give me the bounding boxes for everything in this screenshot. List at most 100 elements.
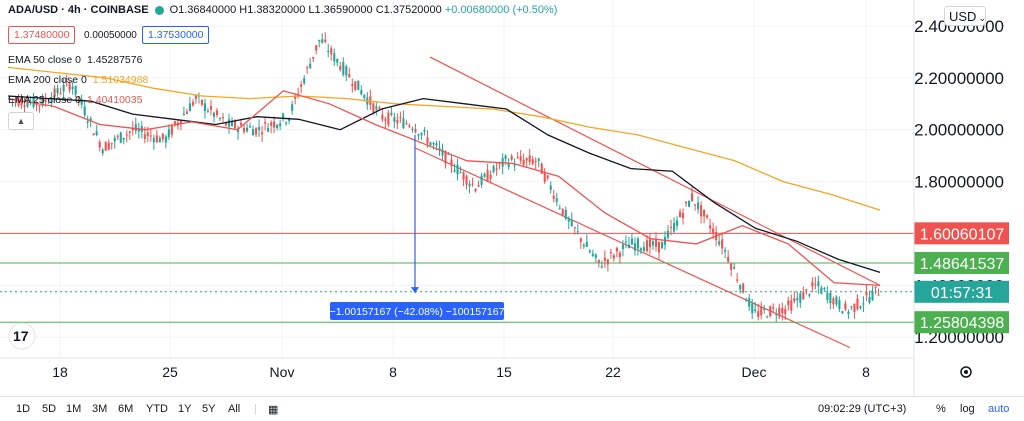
candle-body: [504, 155, 507, 159]
candle-body: [71, 86, 74, 89]
candle-body: [233, 120, 237, 128]
candle-body: [555, 198, 558, 202]
candle-body: [727, 256, 730, 262]
candle-body: [158, 138, 161, 143]
calendar-icon[interactable]: ▦: [268, 404, 279, 416]
ema50-legend[interactable]: EMA 50 close 0 1.45287576: [8, 54, 142, 66]
settings-gear-icon[interactable]: [960, 366, 972, 378]
candle-body: [829, 292, 832, 304]
candle-body: [639, 248, 643, 251]
candle-body: [811, 282, 814, 287]
measure-label: −1.00157167 (−42.08%) −100157167: [330, 306, 505, 318]
percent-scale-toggle[interactable]: %: [936, 403, 946, 415]
candle-body: [426, 137, 429, 144]
candle-body: [862, 303, 865, 305]
candle-body: [224, 122, 228, 126]
candle-body: [131, 128, 134, 131]
log-scale-toggle[interactable]: log: [960, 403, 975, 415]
ema25-legend[interactable]: EMA 25 close 0 1.40410035: [8, 94, 142, 106]
candle-body: [98, 141, 101, 148]
candle-body: [712, 228, 715, 234]
candle-body: [62, 84, 65, 92]
ohlc-values: O1.36840000 H1.38320000 L1.36590000 C1.3…: [170, 4, 558, 16]
clock-display[interactable]: 09:02:29 (UTC+3): [818, 403, 907, 415]
candle-body: [258, 126, 261, 131]
candle-body: [654, 239, 658, 247]
candle-body: [519, 156, 522, 161]
candle-body: [360, 90, 363, 95]
candle-body: [636, 238, 639, 249]
candle-body: [709, 225, 712, 229]
candle-body: [627, 244, 630, 249]
candle-body: [823, 287, 826, 290]
candle-body: [561, 208, 564, 215]
timeframe-ytd[interactable]: YTD: [146, 403, 168, 415]
currency-dropdown[interactable]: USD ⌄: [944, 6, 986, 26]
candle-body: [191, 101, 194, 106]
candle-body: [339, 66, 342, 70]
candle-body: [279, 123, 282, 127]
candle-body: [820, 287, 823, 294]
timeframe-1y[interactable]: 1Y: [178, 403, 192, 415]
chart-legend-header: ADA/USD · 4h · COINBASE O1.36840000 H1.3…: [8, 4, 557, 16]
timeframe-1d[interactable]: 1D: [16, 403, 31, 415]
time-tick: 18: [52, 364, 68, 380]
candle-body: [730, 263, 733, 270]
candle-body: [579, 238, 582, 243]
candle-body: [618, 252, 621, 257]
candle-body: [221, 117, 225, 119]
ema200-legend[interactable]: EMA 200 close 0 1.51034988: [8, 74, 148, 86]
timeframe-6m[interactable]: 6M: [118, 403, 134, 415]
time-tick: 15: [496, 364, 512, 380]
time-axis: 18 25 Nov 8 15 22 Dec 8: [52, 364, 870, 380]
candle-body: [387, 112, 390, 125]
candle-body: [802, 292, 805, 300]
candle-body: [477, 185, 480, 187]
close-value: C1.37520000: [375, 4, 442, 16]
candle-body: [588, 250, 591, 253]
candle-body: [38, 105, 41, 107]
collapse-legend-button[interactable]: ▲: [8, 112, 34, 130]
auto-scale-toggle[interactable]: auto: [988, 403, 1010, 415]
timeframe-all[interactable]: All: [228, 403, 241, 415]
candle-body: [703, 209, 706, 217]
ema25-value: 1.40410035: [86, 94, 143, 106]
candle-body: [65, 80, 68, 82]
candle-body: [53, 88, 56, 97]
candle-body: [128, 131, 131, 133]
price-label-box: [914, 251, 1009, 274]
candle-body: [146, 132, 149, 136]
candle-body: [423, 130, 426, 132]
high-value: H1.38320000: [239, 4, 306, 16]
timeframe-5y[interactable]: 5Y: [202, 403, 216, 415]
chevron-down-icon: ⌄: [978, 13, 986, 23]
timeframe-3m[interactable]: 3M: [92, 403, 108, 415]
candle-body: [113, 137, 116, 142]
candle-body: [844, 303, 847, 310]
candle-body: [769, 306, 772, 317]
candle-body: [465, 176, 468, 185]
timeframe-5d[interactable]: 5D: [42, 403, 57, 415]
candle-body: [47, 101, 50, 104]
sell-price-box[interactable]: 1.37480000: [8, 26, 76, 44]
timeframe-1m[interactable]: 1M: [66, 403, 82, 415]
symbol-title[interactable]: ADA/USD · 4h · COINBASE: [8, 4, 149, 16]
candle-body: [766, 316, 769, 318]
channel-upper-line: [429, 56, 881, 286]
candle-body: [327, 50, 330, 52]
candle-body: [805, 289, 808, 291]
candle-body: [408, 125, 411, 127]
candle-body: [50, 97, 53, 103]
buy-price-box[interactable]: 1.37530000: [142, 26, 210, 44]
candle-body: [570, 219, 573, 226]
price-range-measure: −1.00157167 (−42.08%) −100157167: [330, 134, 505, 320]
candle-body: [666, 230, 670, 238]
candle-body: [41, 97, 44, 106]
candle-body: [270, 122, 273, 126]
candle-body: [303, 78, 306, 84]
candle-body: [691, 193, 694, 201]
candle-body: [793, 298, 796, 302]
candle-body: [212, 112, 216, 117]
candle-body: [543, 171, 546, 182]
